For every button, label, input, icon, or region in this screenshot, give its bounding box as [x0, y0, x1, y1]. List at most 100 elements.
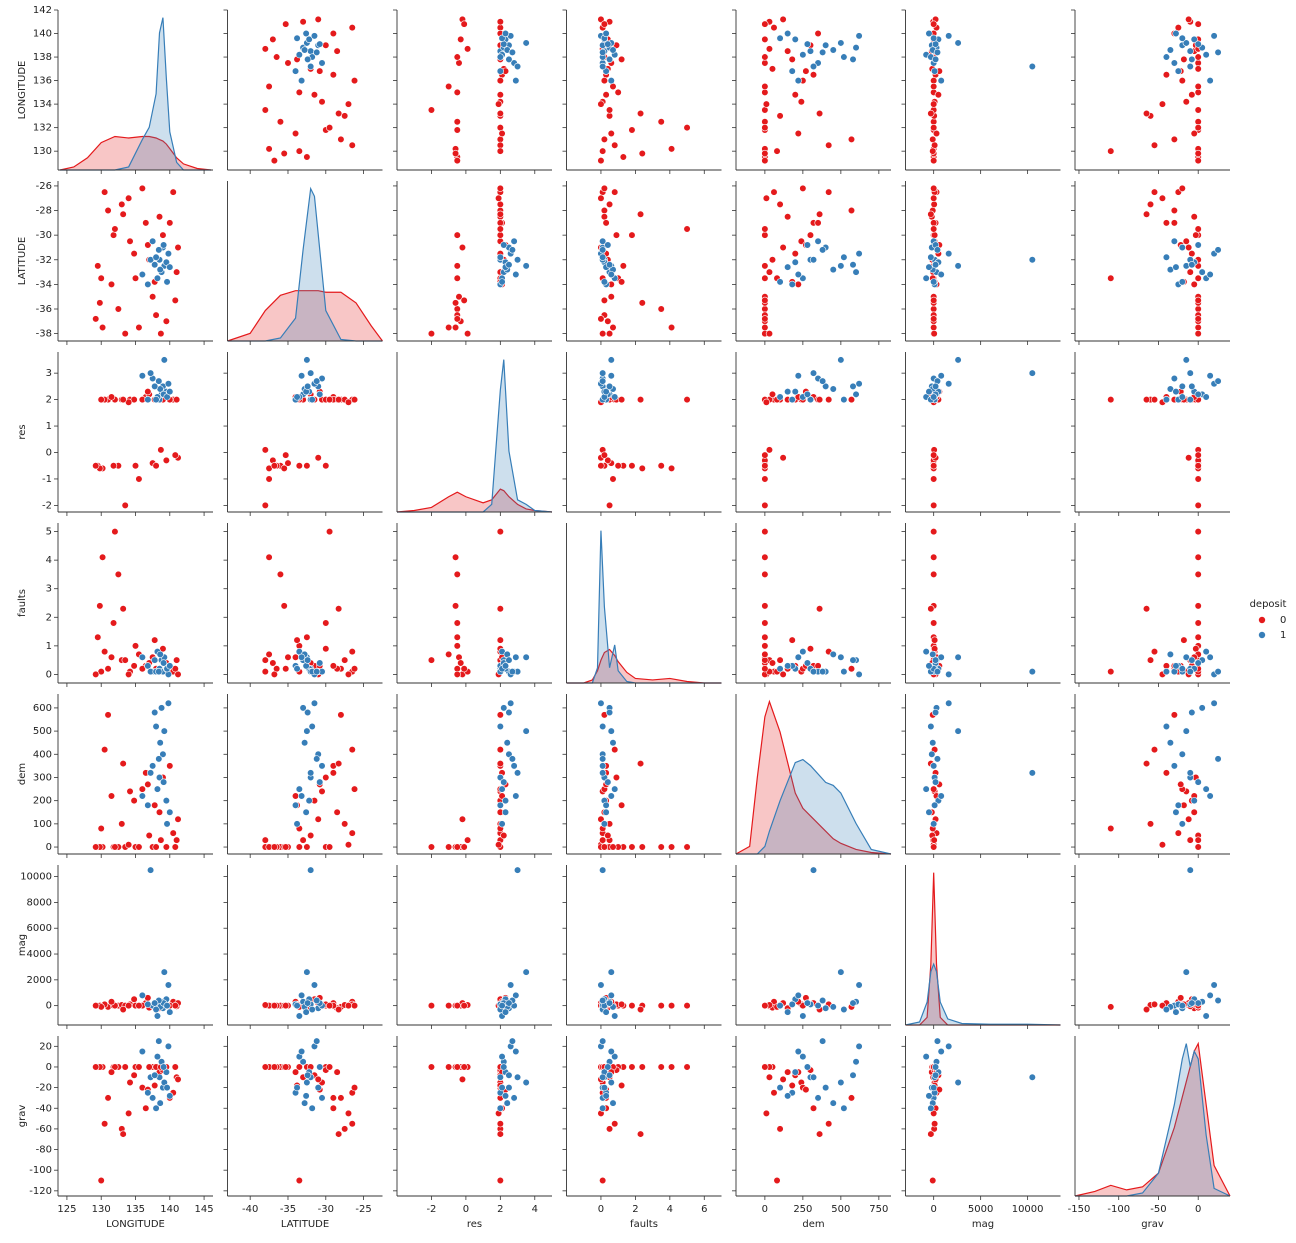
- scatter-point: [96, 299, 104, 307]
- scatter-point: [98, 323, 107, 332]
- scatter-point: [931, 1071, 940, 1079]
- scatter-point: [1150, 396, 1159, 404]
- scatter-point: [513, 256, 522, 264]
- scatter-point: [308, 1104, 316, 1112]
- scatter-point: [325, 396, 334, 404]
- scatter-point: [348, 141, 356, 149]
- y-tick-label: -30: [36, 230, 52, 241]
- scatter-point: [954, 39, 962, 47]
- panel: [901, 9, 1061, 174]
- kde-line: [397, 359, 553, 513]
- x-tick-label: 0: [463, 1204, 469, 1215]
- scatter-point: [618, 1000, 626, 1008]
- scatter-point: [111, 527, 119, 536]
- scatter-point: [607, 372, 615, 380]
- scatter-point: [322, 773, 330, 782]
- scatter-point: [761, 570, 769, 579]
- panel: -2 -1 0 1 2 3 res: [17, 352, 213, 516]
- scatter-point: [604, 831, 612, 840]
- scatter-point: [1206, 76, 1214, 85]
- scatter-point: [822, 41, 830, 49]
- scatter-point: [131, 462, 140, 470]
- scatter-point: [149, 762, 157, 770]
- scatter-point: [954, 653, 962, 661]
- scatter-point: [303, 153, 311, 161]
- scatter-point: [316, 67, 324, 75]
- scatter-point: [453, 88, 461, 96]
- scatter-point: [146, 369, 155, 377]
- scatter-point: [1146, 200, 1155, 208]
- scatter-point: [1158, 100, 1167, 108]
- y-tick-label: 8000: [27, 897, 52, 908]
- scatter-point: [496, 76, 504, 85]
- scatter-point: [791, 91, 799, 99]
- scatter-point: [791, 258, 799, 266]
- scatter-point: [453, 231, 461, 239]
- scatter-point: [159, 750, 167, 758]
- scatter-point: [174, 670, 182, 679]
- scatter-point: [784, 47, 792, 55]
- scatter-point: [152, 843, 160, 851]
- scatter-point: [152, 722, 160, 731]
- panel: [1071, 9, 1230, 174]
- scatter-point: [299, 1058, 307, 1066]
- y-tick-label: -32: [36, 255, 52, 266]
- scatter-point: [600, 76, 608, 85]
- scatter-point: [313, 48, 321, 56]
- scatter-point: [151, 261, 159, 269]
- scatter-point: [130, 250, 138, 258]
- scatter-point: [600, 213, 608, 221]
- scatter-point: [138, 270, 146, 279]
- scatter-point: [348, 746, 356, 754]
- scatter-point: [599, 762, 607, 770]
- scatter-point: [457, 659, 465, 667]
- scatter-point: [605, 200, 614, 208]
- scatter-point: [344, 100, 353, 108]
- scatter-point: [1188, 261, 1196, 269]
- scatter-point: [1146, 820, 1155, 828]
- scatter-point: [667, 1002, 676, 1010]
- scatter-point: [1170, 219, 1178, 227]
- scatter-point: [508, 48, 516, 56]
- scatter-point: [1186, 62, 1194, 71]
- scatter-point: [847, 135, 856, 144]
- scatter-point: [171, 1063, 179, 1071]
- scatter-point: [149, 293, 157, 301]
- scatter-point: [829, 1003, 837, 1011]
- scatter-point: [163, 278, 171, 286]
- scatter-point: [945, 699, 953, 707]
- scatter-point: [761, 20, 769, 28]
- scatter-point: [806, 396, 815, 404]
- scatter-point: [126, 1078, 134, 1087]
- scatter-point: [619, 153, 627, 161]
- panel: [393, 523, 552, 687]
- scatter-point: [107, 280, 116, 288]
- scatter-point: [855, 250, 863, 258]
- scatter-point: [840, 1104, 848, 1112]
- panel: [732, 523, 891, 687]
- scatter-point: [762, 194, 770, 202]
- scatter-point: [770, 1089, 778, 1097]
- scatter-point: [496, 801, 504, 809]
- scatter-point: [1194, 274, 1202, 282]
- scatter-point: [1180, 55, 1188, 64]
- scatter-point: [761, 315, 769, 323]
- scatter-point: [1174, 801, 1182, 809]
- y-axis-label: res: [17, 424, 28, 439]
- scatter-point: [496, 746, 504, 754]
- scatter-point: [599, 377, 607, 385]
- scatter-point: [310, 699, 319, 707]
- scatter-point: [149, 237, 157, 245]
- scatter-point: [636, 396, 645, 404]
- y-tick-label: 600: [33, 703, 52, 714]
- scatter-point: [261, 836, 269, 844]
- scatter-point: [291, 801, 300, 809]
- scatter-point: [607, 991, 615, 999]
- scatter-point: [809, 667, 818, 676]
- y-tick-label: 6000: [27, 923, 52, 934]
- scatter-point: [138, 184, 146, 192]
- scatter-point: [316, 390, 324, 398]
- scatter-point: [460, 1063, 468, 1071]
- scatter-point: [453, 53, 461, 61]
- scatter-point: [602, 1092, 610, 1100]
